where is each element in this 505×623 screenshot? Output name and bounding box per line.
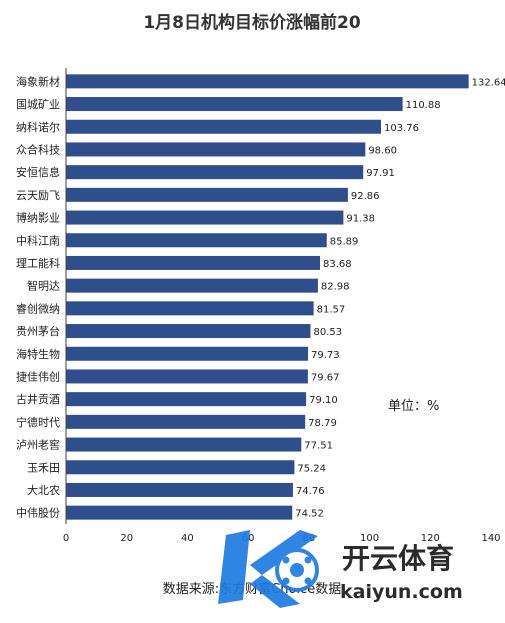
value-label: 74.52 — [295, 509, 324, 520]
value-label: 81.57 — [317, 304, 346, 315]
chart-title: 1月8日机构目标价涨幅前20 — [143, 12, 360, 33]
category-label: 泸州老窖 — [16, 438, 60, 452]
bar — [66, 187, 348, 202]
category-labels: 海象新材国城矿业纳科诺尔众合科技安恒信息云天励飞博纳影业中科江南理工能科智明达睿… — [16, 74, 60, 519]
x-tick-label: 40 — [181, 533, 194, 544]
category-label: 国城矿业 — [16, 98, 60, 111]
bar — [66, 97, 403, 112]
value-label: 92.86 — [351, 191, 380, 202]
category-label: 古井贡酒 — [16, 392, 60, 406]
value-label: 79.67 — [311, 372, 340, 383]
value-label: 80.53 — [313, 327, 342, 338]
bar — [66, 460, 295, 475]
value-label: 78.79 — [308, 418, 337, 429]
value-label: 82.98 — [321, 282, 350, 293]
bar — [66, 482, 293, 497]
bar — [66, 392, 307, 407]
category-label: 理工能科 — [16, 256, 60, 270]
category-label: 贵州茅台 — [16, 324, 60, 338]
category-label: 宁德时代 — [16, 415, 60, 429]
category-label: 大北农 — [27, 483, 60, 497]
bar — [66, 210, 344, 225]
value-label: 91.38 — [346, 214, 375, 225]
x-tick-label: 100 — [360, 533, 379, 544]
watermark-logo: 开云体育 kaiyun.com — [218, 530, 463, 608]
value-label: 103.76 — [384, 123, 419, 134]
category-label: 中伟股份 — [16, 507, 60, 520]
bar — [66, 414, 306, 429]
watermark-brand-en: kaiyun.com — [340, 581, 463, 603]
x-tick-label: 0 — [63, 533, 69, 544]
category-label: 海特生物 — [16, 347, 60, 361]
bar — [66, 255, 321, 270]
bar — [66, 233, 327, 248]
watermark-brand-cn: 开云体育 — [342, 542, 454, 575]
bar — [66, 324, 311, 339]
value-label: 97.91 — [366, 168, 395, 179]
unit-label: 单位：% — [388, 399, 439, 414]
value-label: 79.10 — [309, 395, 338, 406]
bar — [66, 74, 469, 89]
x-tick-label: 120 — [421, 533, 440, 544]
category-label: 中科江南 — [16, 233, 60, 247]
value-label: 85.89 — [330, 236, 359, 247]
bar — [66, 278, 318, 293]
value-label: 98.60 — [368, 145, 397, 156]
category-label: 捷佳伟创 — [16, 369, 60, 383]
bar — [66, 119, 381, 134]
x-tick-label: 140 — [481, 533, 500, 544]
value-label: 132.64 — [472, 77, 505, 88]
bar — [66, 346, 309, 361]
category-label: 海象新材 — [16, 74, 60, 88]
category-label: 智明达 — [27, 279, 60, 293]
category-label: 博纳影业 — [16, 212, 60, 225]
category-label: 睿创微纳 — [16, 301, 60, 315]
bar — [66, 437, 302, 452]
value-label: 74.76 — [296, 486, 325, 497]
bar — [66, 301, 314, 316]
value-label: 83.68 — [323, 259, 352, 270]
category-label: 众合科技 — [16, 142, 60, 156]
bars-group — [66, 74, 469, 520]
value-label: 79.73 — [311, 350, 340, 361]
bar — [66, 369, 308, 384]
value-label: 77.51 — [304, 441, 333, 452]
x-tick-label: 20 — [120, 533, 133, 544]
bar — [66, 165, 364, 180]
value-label: 75.24 — [297, 463, 326, 474]
bar — [66, 142, 366, 157]
category-label: 云天励飞 — [16, 189, 60, 202]
k-logo-icon — [218, 530, 319, 608]
category-label: 玉禾田 — [27, 461, 60, 474]
value-labels: 132.64 110.88 103.76 98.60 97.91 92.86 91.38 85… — [295, 77, 505, 519]
category-label: 安恒信息 — [16, 165, 60, 179]
bar — [66, 505, 293, 520]
value-label: 110.88 — [406, 100, 441, 111]
category-label: 纳科诺尔 — [16, 120, 60, 134]
